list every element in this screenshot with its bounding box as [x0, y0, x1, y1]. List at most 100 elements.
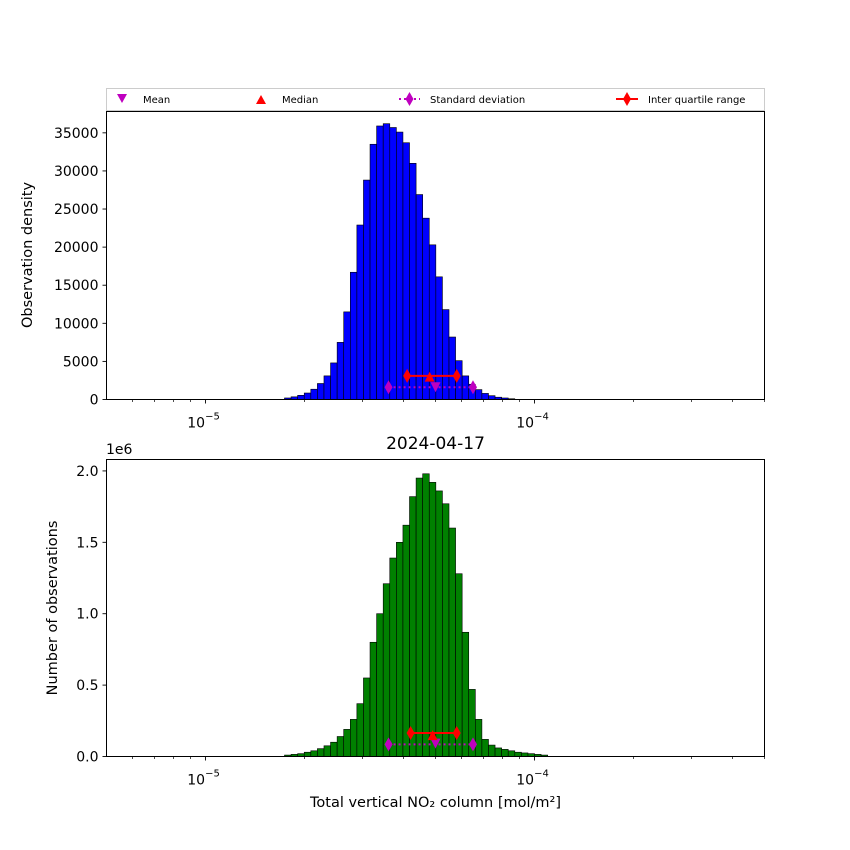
legend-median: Median	[256, 95, 318, 106]
histogram-bar	[389, 557, 397, 757]
histogram-bar	[363, 677, 371, 757]
bottom-x-axis: 10−5 10−4	[132, 756, 765, 789]
legend-iqr-label: Inter quartile range	[648, 95, 745, 106]
histogram-bar	[323, 375, 331, 400]
histogram-bar	[409, 496, 417, 757]
std-diamond-icon	[405, 92, 414, 106]
y-tick-label: 0	[90, 393, 99, 409]
legend-median-label: Median	[282, 95, 318, 106]
histogram-bar	[382, 123, 391, 400]
y-tick-label: 15000	[54, 278, 99, 294]
histogram-bar	[475, 719, 483, 757]
histogram-bar	[363, 179, 371, 400]
histogram-bar	[435, 490, 443, 757]
std-marker	[468, 380, 477, 395]
legend-mean: Mean	[117, 94, 170, 106]
histogram-bar	[402, 142, 410, 400]
median-marker-icon	[256, 95, 266, 104]
histogram-bar	[310, 750, 318, 757]
histogram-bar	[448, 336, 456, 400]
mean-marker	[430, 738, 441, 749]
histogram-bar	[389, 127, 397, 400]
histogram-bar	[488, 395, 496, 400]
histogram-bar	[369, 143, 377, 400]
median-marker	[424, 371, 435, 382]
std-marker	[384, 737, 393, 752]
histogram-bar	[330, 362, 338, 400]
histogram-bar	[356, 703, 364, 757]
histogram-bar	[343, 729, 351, 757]
histogram-bar	[415, 194, 423, 400]
iqr-diamond-icon	[623, 92, 631, 106]
histogram-bar	[369, 641, 377, 757]
y-tick-label: 1.0	[76, 607, 98, 623]
histogram-bar	[435, 276, 443, 400]
histogram-bar	[402, 524, 410, 757]
histogram-bar	[442, 309, 450, 400]
histogram-bar	[343, 311, 351, 400]
chart-title: 2024-04-17	[386, 434, 485, 454]
x-tick-label: 10−5	[187, 769, 220, 789]
top-histogram-bars	[284, 123, 516, 400]
top-stat-markers	[384, 368, 477, 395]
std-marker	[384, 380, 393, 395]
histogram-bar	[409, 163, 417, 400]
histogram-bar	[442, 503, 450, 757]
top-histogram-panel: 10−5 10−4 0 5000 10000 15000 20000 25000 30000 3…	[20, 111, 765, 432]
histogram-bar	[349, 271, 358, 400]
histogram-bar	[422, 217, 430, 400]
histogram-bar	[428, 482, 437, 757]
histogram-bar	[501, 749, 509, 757]
histogram-bar	[349, 719, 358, 757]
std-marker	[468, 737, 477, 752]
y-tick-label: 5000	[63, 354, 99, 370]
iqr-marker	[403, 368, 412, 383]
bottom-histogram-panel: 2024-04-17 1e6 10−5 10−4 0.00.51.01.52.0 …	[45, 434, 765, 811]
mean-marker-icon	[117, 94, 127, 103]
legend-iqr: Inter quartile range	[616, 92, 745, 106]
bottom-y-axis-label: Number of observations	[45, 521, 61, 696]
histogram-bar	[303, 751, 312, 757]
histogram-bar	[336, 342, 345, 400]
top-y-axis: 0 5000 10000 15000 20000 25000 30000 35000	[54, 126, 107, 409]
histogram-bar	[310, 388, 318, 400]
top-x-axis: 10−5 10−4	[132, 399, 765, 432]
histogram-bar	[317, 383, 325, 400]
mean-marker	[430, 382, 441, 393]
top-y-axis-label: Observation density	[20, 182, 36, 328]
histogram-bar	[488, 744, 496, 757]
y-tick-label: 2.0	[76, 464, 98, 480]
legend: Mean Median Standard deviation Inter qua…	[106, 88, 765, 111]
histogram-bar	[376, 125, 384, 400]
x-tick-label: 10−4	[516, 769, 549, 789]
legend-std-label: Standard deviation	[430, 95, 525, 106]
x-tick-label: 10−4	[516, 412, 549, 432]
legend-mean-label: Mean	[143, 95, 170, 106]
histogram-bar	[422, 473, 430, 757]
histogram-bar	[481, 393, 489, 400]
histogram-bar	[461, 631, 470, 757]
y-tick-label: 1.5	[76, 535, 98, 551]
histogram-bar	[475, 389, 483, 400]
histogram-bar	[507, 750, 516, 757]
bottom-histogram-bars	[284, 473, 548, 757]
histogram-bar	[356, 224, 364, 400]
histogram-bar	[317, 748, 325, 757]
histogram-bar	[514, 751, 522, 757]
histogram-bar	[396, 131, 404, 400]
bottom-y-axis: 0.0 0.5 1.0 1.5 2.0	[76, 464, 107, 766]
histogram-bar	[382, 583, 391, 757]
histogram-bar	[336, 736, 345, 757]
histogram-bar	[494, 747, 502, 757]
x-tick-label: 10−5	[187, 412, 220, 432]
y-axis-offset-label: 1e6	[106, 442, 133, 458]
histogram-bar	[521, 752, 529, 757]
iqr-marker	[452, 368, 461, 383]
histogram-bar	[481, 739, 489, 757]
y-tick-label: 20000	[54, 240, 99, 256]
histogram-bar	[396, 542, 404, 757]
y-tick-label: 30000	[54, 164, 99, 180]
median-marker	[427, 730, 438, 741]
iqr-marker	[452, 725, 461, 740]
